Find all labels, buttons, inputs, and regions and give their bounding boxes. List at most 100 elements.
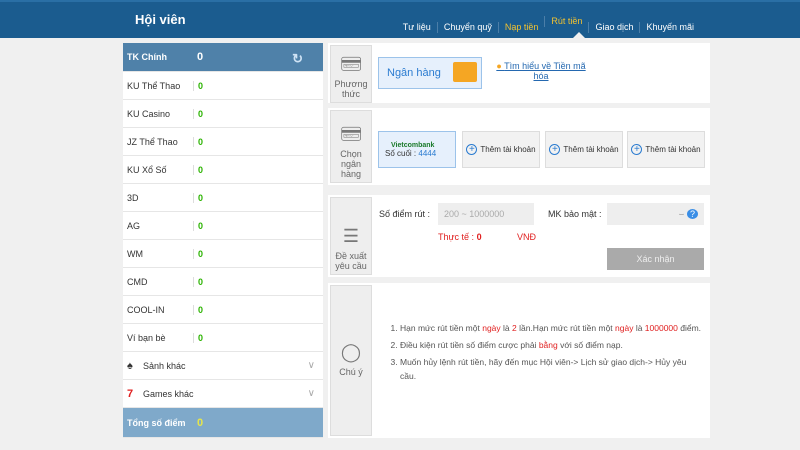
- total-label: Tổng số điểm: [127, 417, 186, 428]
- nav-khuyen-mai[interactable]: Khuyến mãi: [639, 22, 700, 33]
- nav-nap-tien[interactable]: Nạp tiền: [497, 22, 545, 33]
- amount-input[interactable]: 200 ~ 1000000: [438, 203, 534, 225]
- sidebar-item-value: 0: [193, 220, 203, 231]
- group-sanh-khac[interactable]: ♠ Sảnh khác ∨: [123, 352, 323, 380]
- form-edit-icon: ☰: [342, 226, 360, 246]
- sidebar-item-value: 0: [193, 192, 203, 203]
- add-account-button[interactable]: + Thêm tài khoản: [462, 131, 540, 168]
- help-icon[interactable]: ?: [686, 209, 698, 219]
- group-games-khac[interactable]: 7 Games khác ∨: [123, 380, 323, 408]
- note-text: là: [500, 323, 512, 333]
- total-row: Tổng số điểm 0: [123, 408, 323, 438]
- sidebar: TK Chính 0 ↻ KU Thể Thao 0 KU Casino 0 JZ Th…: [123, 43, 323, 438]
- sidebar-item[interactable]: CMD 0: [123, 268, 323, 296]
- refresh-icon[interactable]: ↻: [292, 51, 303, 66]
- crypto-link-text[interactable]: Tìm hiểu về Tiền mã hóa: [504, 61, 586, 81]
- warning-icon: ●: [496, 61, 505, 71]
- actual-label: Thực tế :: [438, 232, 475, 242]
- password-label: MK bảo mật :: [548, 209, 602, 219]
- lightbulb-icon: ◯: [340, 341, 362, 362]
- sidebar-item[interactable]: COOL-IN 0: [123, 296, 323, 324]
- request-label: Đề xuất yêu cầu: [335, 251, 367, 271]
- bank-select-section: 💳︎ Chọn ngân hàng Vietcombank Số cuối : 44…: [328, 108, 710, 185]
- sidebar-item-label: Ví bạn bè: [127, 332, 166, 343]
- note-item: Hạn mức rút tiền một ngày là 2 lần.Hạn m…: [400, 321, 702, 335]
- chevron-down-icon: ∨: [307, 360, 315, 371]
- note-item: Muốn hủy lệnh rút tiền, hãy đến mục Hội …: [400, 355, 702, 383]
- plus-icon: +: [549, 144, 561, 155]
- header: Hội viên Tư liệu Chuyển quỹ Nạp tiền Rút…: [0, 0, 800, 38]
- sidebar-item[interactable]: 3D 0: [123, 184, 323, 212]
- notes-icon-box: ◯ Chú ý: [330, 285, 372, 436]
- card-icon: 💳︎: [339, 124, 363, 144]
- confirm-button[interactable]: Xác nhận: [607, 248, 704, 270]
- sidebar-item-label: KU Thể Thao: [127, 80, 181, 91]
- request-section: ☰ Đề xuất yêu cầu Số điểm rút : 200 ~ 100…: [328, 195, 710, 277]
- sidebar-item[interactable]: KU Casino 0: [123, 100, 323, 128]
- eye-closed-icon[interactable]: ⌣: [678, 209, 685, 219]
- chevron-down-icon: ∨: [307, 388, 315, 399]
- vietcombank-account[interactable]: Vietcombank Số cuối : 4444: [378, 131, 456, 168]
- sidebar-item[interactable]: WM 0: [123, 240, 323, 268]
- plus-icon: +: [466, 144, 478, 155]
- sidebar-item-value: 0: [193, 80, 203, 91]
- add-account-button[interactable]: + Thêm tài khoản: [545, 131, 623, 168]
- active-tab-caret: [573, 32, 585, 38]
- main-account-row: TK Chính 0 ↻: [123, 43, 323, 72]
- bank-method-option[interactable]: Ngân hàng: [378, 57, 482, 89]
- notes-section: ◯ Chú ý Hạn mức rút tiền một ngày là 2 lầ…: [328, 283, 710, 438]
- sidebar-item-label: CMD: [127, 276, 148, 287]
- note-text: bằng: [538, 340, 558, 350]
- note-text: với số điểm nạp.: [557, 340, 623, 350]
- nav-tu-lieu[interactable]: Tư liệu: [402, 22, 431, 32]
- note-text: Hạn mức rút tiền một: [400, 323, 483, 333]
- group-label: Games khác: [143, 388, 194, 399]
- method-section: 💳︎ Phương thức Ngân hàng ● Tìm hiểu về Ti…: [328, 43, 710, 103]
- nav-rut-tien[interactable]: Rút tiền: [544, 16, 588, 27]
- sidebar-item[interactable]: KU Thể Thao 0: [123, 72, 323, 100]
- sidebar-item-label: WM: [127, 248, 143, 259]
- currency-label: VNĐ: [517, 232, 537, 242]
- sidebar-item-value: 0: [193, 108, 203, 119]
- password-input[interactable]: ⌣ ?: [607, 203, 704, 225]
- method-icon-box: 💳︎ Phương thức: [330, 45, 372, 103]
- amount-label: Số điểm rút :: [379, 209, 431, 219]
- group-label: Sảnh khác: [143, 360, 186, 371]
- sidebar-item[interactable]: JZ Thể Thao 0: [123, 128, 323, 156]
- add-label: Thêm tài khoản: [563, 145, 619, 154]
- sidebar-item[interactable]: KU Xổ Số 0: [123, 156, 323, 184]
- top-nav: Tư liệu Chuyển quỹ Nạp tiền Rút tiền Gia…: [397, 16, 700, 33]
- bank-method-label: Ngân hàng: [387, 67, 441, 79]
- sidebar-item-value: 0: [193, 332, 203, 343]
- note-text: Muốn hủy lệnh rút tiền, hãy đến mục Hội …: [400, 357, 687, 381]
- sidebar-item[interactable]: Ví bạn bè 0: [123, 324, 323, 352]
- note-text: là: [633, 323, 645, 333]
- withdraw-panel: 💳︎ Phương thức Ngân hàng ● Tìm hiểu về Ti…: [328, 43, 710, 438]
- spade-icon: ♠: [127, 359, 133, 372]
- note-text: ngày: [615, 323, 634, 333]
- page-title: Hội viên: [135, 12, 186, 27]
- sidebar-item-label: 3D: [127, 192, 139, 203]
- add-label: Thêm tài khoản: [645, 145, 701, 154]
- plus-icon: +: [631, 144, 643, 155]
- sidebar-item-label: JZ Thể Thao: [127, 136, 178, 147]
- sidebar-item-label: KU Xổ Số: [127, 164, 167, 175]
- sidebar-item-value: 0: [193, 248, 203, 259]
- card-icon: 💳︎: [339, 54, 363, 74]
- request-icon-box: ☰ Đề xuất yêu cầu: [330, 197, 372, 275]
- sidebar-item-label: AG: [127, 220, 141, 231]
- sidebar-item[interactable]: AG 0: [123, 212, 323, 240]
- actual-value: 0: [476, 232, 482, 242]
- nav-giao-dich[interactable]: Giao dịch: [588, 22, 639, 33]
- note-text: ngày: [482, 323, 501, 333]
- nav-chuyen-quy[interactable]: Chuyển quỹ: [436, 22, 498, 33]
- note-item: Điều kiện rút tiền số điểm cược phải bằn…: [400, 338, 702, 352]
- main-account-value: 0: [197, 51, 204, 63]
- main-account-label: TK Chính: [127, 52, 167, 62]
- crypto-info-link[interactable]: ● Tìm hiểu về Tiền mã hóa: [496, 61, 586, 81]
- last-digits-label: Số cuối :: [385, 148, 417, 158]
- notes-list: Hạn mức rút tiền một ngày là 2 lần.Hạn m…: [386, 321, 702, 386]
- add-account-button[interactable]: + Thêm tài khoản: [627, 131, 705, 168]
- note-text: Điều kiện rút tiền số điểm cược phải: [400, 340, 539, 350]
- sidebar-item-value: 0: [193, 164, 203, 175]
